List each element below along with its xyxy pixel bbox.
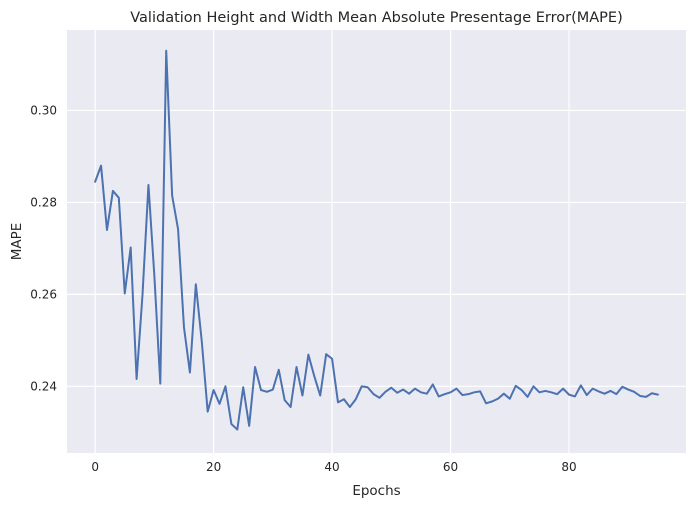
x-tick-label: 40 bbox=[324, 460, 339, 474]
series-line bbox=[94, 49, 659, 431]
grid bbox=[67, 30, 686, 453]
x-tick-label: 80 bbox=[561, 460, 576, 474]
x-tick-label: 0 bbox=[91, 460, 99, 474]
tick-labels: 0 20 40 60 80 0.24 0.26 0.28 0.30 bbox=[30, 103, 576, 474]
chart-title: Validation Height and Width Mean Absolut… bbox=[130, 10, 623, 26]
x-tick-label: 60 bbox=[443, 460, 458, 474]
x-axis-label: Epochs bbox=[352, 483, 400, 499]
series-group bbox=[94, 49, 659, 431]
y-tick-label: 0.26 bbox=[30, 287, 57, 301]
y-axis-label: MAPE bbox=[9, 223, 25, 261]
y-tick-label: 0.30 bbox=[30, 103, 57, 117]
y-tick-label: 0.24 bbox=[30, 379, 57, 393]
plot-background bbox=[67, 30, 686, 453]
x-tick-label: 20 bbox=[206, 460, 221, 474]
y-tick-label: 0.28 bbox=[30, 195, 57, 209]
